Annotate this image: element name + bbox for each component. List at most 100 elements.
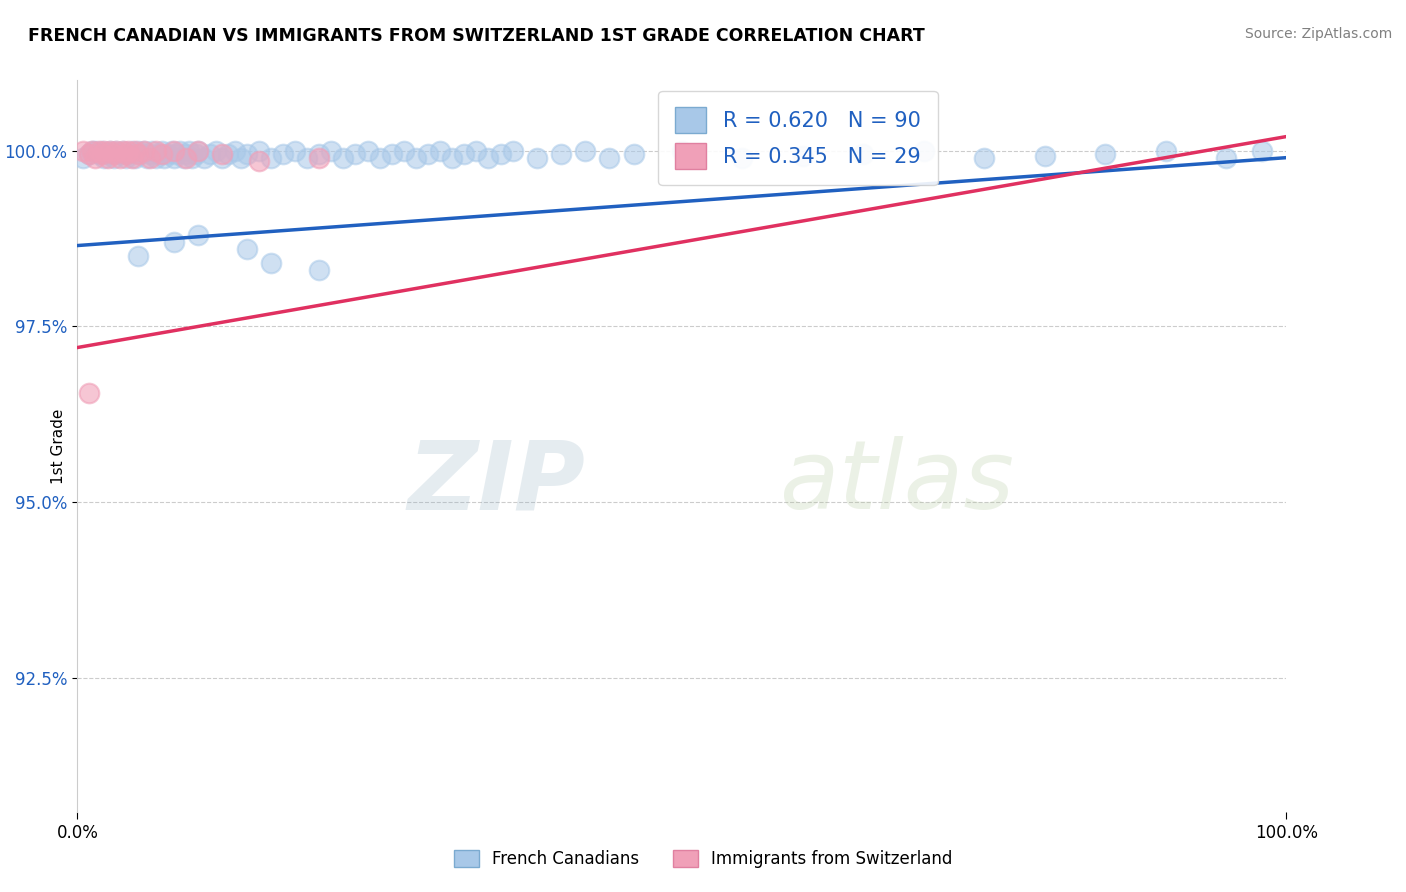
Point (114, 151, 136, 165)
Point (284, 144, 307, 158)
Y-axis label: 1st Grade: 1st Grade (51, 409, 66, 483)
Point (574, 144, 596, 158)
Point (211, 151, 233, 165)
Point (84, 144, 107, 158)
Point (127, 147, 149, 161)
Point (235, 147, 257, 161)
Point (205, 144, 228, 158)
Point (184, 147, 207, 161)
Point (98, 144, 121, 158)
Point (121, 144, 143, 158)
Point (163, 235, 186, 249)
Point (157, 147, 180, 161)
Point (1215, 151, 1237, 165)
Point (392, 144, 415, 158)
Point (332, 151, 354, 165)
Point (1094, 147, 1116, 161)
Point (235, 242, 257, 256)
Point (132, 144, 155, 158)
Point (368, 151, 391, 165)
Point (105, 144, 128, 158)
Point (145, 144, 167, 158)
Point (90, 147, 112, 161)
Point (247, 154, 270, 169)
Point (103, 151, 125, 165)
Point (112, 144, 135, 158)
Point (112, 144, 135, 158)
Point (623, 147, 645, 161)
Point (526, 151, 548, 165)
Point (96, 147, 118, 161)
Point (441, 151, 464, 165)
Point (308, 147, 330, 161)
Point (105, 144, 128, 158)
Point (79, 147, 101, 161)
Point (218, 147, 240, 161)
Text: Source: ZipAtlas.com: Source: ZipAtlas.com (1244, 27, 1392, 41)
Point (87, 144, 110, 158)
Point (224, 144, 246, 158)
Point (429, 144, 451, 158)
Point (381, 147, 404, 161)
Point (295, 151, 318, 165)
Point (174, 147, 197, 161)
Point (247, 144, 270, 158)
Text: FRENCH CANADIAN VS IMMIGRANTS FROM SWITZERLAND 1ST GRADE CORRELATION CHART: FRENCH CANADIAN VS IMMIGRANTS FROM SWITZ… (28, 27, 925, 45)
Point (129, 147, 152, 161)
Point (136, 151, 159, 165)
Legend: French Canadians, Immigrants from Switzerland: French Canadians, Immigrants from Switze… (447, 843, 959, 875)
Point (121, 151, 143, 165)
Point (117, 144, 139, 158)
Point (211, 147, 233, 161)
Point (141, 144, 163, 158)
Point (405, 151, 427, 165)
Point (72, 151, 94, 165)
Point (477, 151, 499, 165)
Point (124, 144, 146, 158)
Point (973, 151, 995, 165)
Point (181, 151, 204, 165)
Point (124, 151, 146, 165)
Point (598, 151, 620, 165)
Point (160, 144, 183, 158)
Point (912, 144, 935, 158)
Point (84, 151, 107, 165)
Point (150, 144, 173, 158)
Point (80, 144, 103, 158)
Point (93, 144, 115, 158)
Point (93, 151, 115, 165)
Point (731, 151, 754, 165)
Point (1154, 144, 1177, 158)
Point (416, 147, 439, 161)
Point (127, 249, 149, 263)
Point (80, 144, 103, 158)
Point (308, 263, 330, 277)
Point (1251, 144, 1274, 158)
Point (321, 144, 343, 158)
Point (260, 256, 283, 270)
Point (502, 144, 524, 158)
Legend: R = 0.620   N = 90, R = 0.345   N = 29: R = 0.620 N = 90, R = 0.345 N = 29 (658, 91, 938, 186)
Point (79, 147, 101, 161)
Point (108, 147, 131, 161)
Point (98, 144, 121, 158)
Point (139, 151, 162, 165)
Point (139, 147, 162, 161)
Point (465, 144, 488, 158)
Point (163, 144, 186, 158)
Point (150, 147, 173, 161)
Point (79, 386, 101, 401)
Point (356, 144, 378, 158)
Point (271, 147, 294, 161)
Point (229, 151, 252, 165)
Point (90, 144, 112, 158)
Point (193, 151, 215, 165)
Point (344, 147, 367, 161)
Text: atlas: atlas (779, 436, 1014, 529)
Point (87, 147, 110, 161)
Point (671, 144, 693, 158)
Point (153, 151, 176, 165)
Point (200, 147, 222, 161)
Point (173, 151, 195, 165)
Point (308, 151, 330, 165)
